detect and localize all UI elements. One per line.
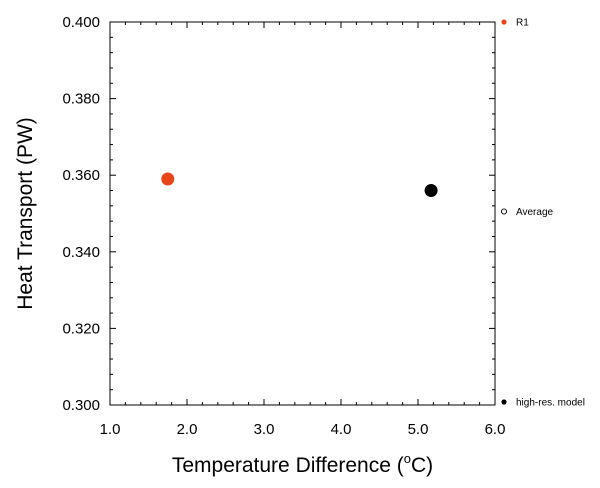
y-tick-label: 0.300 <box>62 397 100 414</box>
y-tick-label: 0.400 <box>62 14 100 31</box>
y-tick-label: 0.360 <box>62 167 100 184</box>
legend-marker <box>500 208 508 215</box>
y-axis-title: Heat Transport (PW) <box>14 117 37 310</box>
y-tick-label: 0.340 <box>62 244 100 261</box>
legend-marker <box>501 19 507 25</box>
x-tick-label: 6.0 <box>485 421 506 438</box>
data-points <box>161 172 438 198</box>
x-tick-label: 4.0 <box>331 421 352 438</box>
x-axis-title: Temperature Difference (oC) <box>172 451 433 477</box>
data-point <box>161 172 175 186</box>
x-tick-label: 2.0 <box>177 421 198 438</box>
y-tick-label: 0.380 <box>62 91 100 108</box>
y-tick-label: 0.320 <box>62 320 100 337</box>
legend-label: Average <box>516 207 554 218</box>
legend-label: R1 <box>516 18 529 29</box>
x-tick-label: 5.0 <box>408 421 429 438</box>
y-axis-ticks: 0.300 0.320 0.340 0.360 0.380 0.400 <box>62 14 495 414</box>
legend-marker <box>501 399 507 405</box>
plot-frame <box>109 21 496 406</box>
legend: R1 Average high-res. model <box>500 18 585 409</box>
legend-label: high-res. model <box>516 398 585 409</box>
data-point <box>424 184 438 198</box>
x-tick-label: 3.0 <box>254 421 275 438</box>
x-axis-ticks: 1.0 2.0 3.0 4.0 5.0 6.0 <box>100 22 506 438</box>
x-axis-title-suffix: C) <box>411 454 433 477</box>
x-axis-title-superscript: o <box>404 451 411 466</box>
x-tick-label: 1.0 <box>100 421 121 438</box>
x-axis-title-main: Temperature Difference ( <box>172 454 404 477</box>
